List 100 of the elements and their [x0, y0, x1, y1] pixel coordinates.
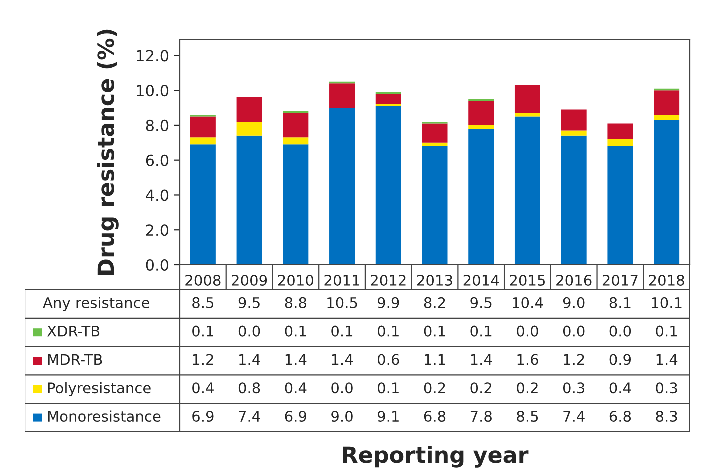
bar — [376, 106, 402, 265]
total-label: 10.5 — [328, 297, 358, 308]
data-label: 7.8 — [470, 411, 492, 422]
x-tick-label: 2009 — [232, 274, 268, 286]
data-label: 0.1 — [424, 326, 446, 337]
data-label: 0.1 — [285, 326, 306, 337]
bar — [190, 116, 216, 138]
data-label: 0.1 — [378, 326, 399, 337]
y-axis-title: Drug resistance (%) — [97, 30, 119, 275]
x-tick-label: 2017 — [602, 274, 638, 286]
data-label: 1.2 — [564, 354, 584, 366]
data-label: 1.4 — [471, 354, 492, 366]
total-label: 9.9 — [378, 297, 400, 308]
data-label: 0.4 — [285, 382, 307, 394]
data-label: 0.6 — [378, 354, 400, 366]
bar — [283, 138, 309, 145]
y-tick-label: 12.0 — [137, 50, 169, 62]
data-label: 8.5 — [517, 411, 538, 422]
y-tick-label: 6.0 — [146, 154, 169, 166]
bar — [283, 113, 309, 138]
legend-label: XDR-TB — [47, 326, 100, 337]
bar — [514, 85, 540, 114]
data-label: 1.2 — [193, 354, 214, 366]
data-label: 0.1 — [332, 326, 353, 337]
y-tick-label: 10.0 — [137, 85, 169, 97]
data-label: 6.8 — [610, 411, 632, 422]
data-label: 9.0 — [332, 411, 353, 422]
bar — [236, 136, 262, 265]
bar — [330, 108, 356, 265]
bar — [190, 138, 216, 145]
data-label: 0.4 — [192, 382, 214, 394]
data-label: 0.0 — [610, 326, 632, 337]
bar — [236, 98, 262, 122]
bar — [608, 139, 634, 146]
total-label: 9.5 — [470, 297, 492, 308]
x-tick-label: 2014 — [464, 274, 500, 286]
data-label: 0.2 — [517, 382, 538, 394]
x-tick-label: 2012 — [371, 274, 406, 286]
data-label: 9.1 — [378, 411, 399, 422]
data-label: 1.4 — [656, 354, 678, 366]
bar — [608, 146, 634, 265]
x-tick-label: 2013 — [418, 274, 452, 286]
data-label: 7.4 — [239, 411, 260, 422]
data-label: 0.1 — [378, 382, 399, 394]
bar — [468, 101, 494, 126]
data-label: 6.9 — [192, 411, 214, 422]
data-label: 0.8 — [238, 382, 260, 394]
total-label: 8.1 — [610, 297, 631, 308]
bar — [376, 94, 402, 105]
data-label: 0.4 — [610, 382, 632, 394]
y-tick-label: 4.0 — [146, 190, 169, 202]
data-label: 0.1 — [192, 326, 214, 337]
x-tick-label: 2015 — [510, 274, 546, 286]
bar — [654, 120, 680, 265]
bar — [283, 144, 309, 265]
data-label: 1.1 — [425, 354, 446, 366]
bar — [422, 146, 448, 265]
data-label: 7.4 — [564, 411, 585, 422]
bar — [654, 90, 680, 115]
data-label: 0.0 — [517, 326, 538, 337]
y-tick-label: 0.0 — [146, 259, 169, 272]
x-tick-label: 2008 — [186, 274, 221, 286]
total-label: 9.5 — [238, 297, 260, 308]
data-label: 0.3 — [656, 382, 678, 394]
bar — [514, 116, 540, 265]
total-label: 8.8 — [285, 297, 307, 308]
data-label: 6.9 — [285, 411, 306, 422]
legend-label: Polyresistance — [48, 382, 151, 396]
bar — [654, 115, 680, 120]
bar — [422, 124, 448, 143]
bar — [561, 110, 587, 131]
total-label: 8.5 — [192, 297, 214, 308]
data-label: 1.4 — [286, 354, 307, 366]
x-tick-label: 2010 — [278, 274, 314, 286]
data-label: 0.2 — [470, 382, 492, 394]
text: Reporting year — [343, 446, 529, 468]
y-tick-label: 2.0 — [146, 224, 169, 236]
data-label: 0.1 — [656, 326, 678, 337]
bar — [468, 125, 494, 129]
data-label: 6.8 — [424, 411, 446, 422]
data-label: 1.4 — [332, 354, 354, 366]
total-label: 9.0 — [563, 297, 585, 308]
text: Any resistance — [43, 297, 150, 312]
data-label: 1.6 — [518, 354, 538, 366]
total-label: 10.1 — [652, 297, 682, 308]
legend-label: MDR-TB — [48, 354, 102, 366]
data-label: 0.1 — [470, 326, 492, 337]
x-tick-label: 2016 — [556, 274, 592, 286]
bar — [236, 122, 262, 136]
data-label: 1.4 — [240, 354, 260, 366]
bar — [422, 142, 448, 146]
x-tick-label: 2011 — [324, 274, 360, 286]
legend-label: Monoresistance — [48, 410, 161, 422]
bar — [468, 128, 494, 265]
bar — [608, 124, 634, 140]
y-tick-label: 8.0 — [146, 120, 169, 132]
data-label: 0.2 — [424, 382, 446, 394]
total-label: 10.4 — [513, 297, 544, 308]
bar — [330, 84, 356, 108]
bar — [190, 144, 216, 265]
